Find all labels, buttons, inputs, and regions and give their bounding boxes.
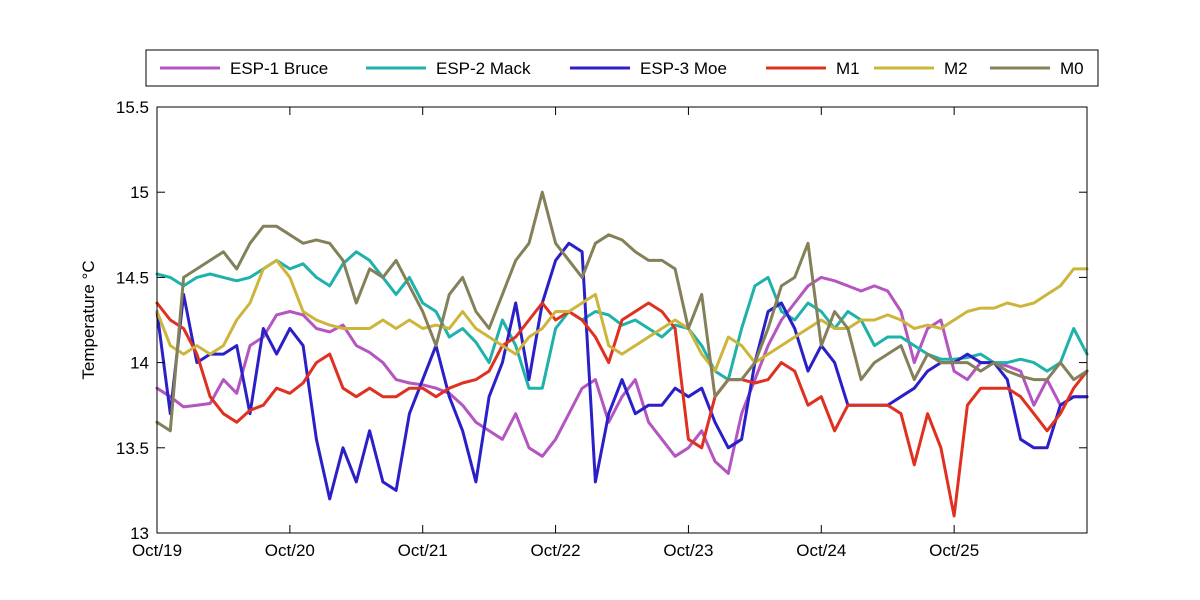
y-tick-label: 14.5 — [116, 268, 149, 287]
y-axis-label: Temperature °C — [79, 260, 98, 379]
series-line-1 — [155, 275, 1089, 475]
legend-label: ESP-2 Mack — [436, 59, 531, 78]
axis-ticks: Oct/19 Oct/20 Oct/21 Oct/22 Oct/23 Oct/24 Oct/… — [116, 98, 1087, 560]
legend-label: ESP-3 Moe — [640, 59, 727, 78]
y-tick-label: 15.5 — [116, 98, 149, 117]
series-layer — [155, 190, 1089, 518]
x-tick-label: Oct/21 — [398, 541, 448, 560]
x-tick-label: Oct/23 — [663, 541, 713, 560]
y-tick-label: 14 — [130, 354, 149, 373]
legend-label: M1 — [836, 59, 860, 78]
plot-frame — [156, 106, 1088, 534]
x-tick-label: Oct/19 — [132, 541, 182, 560]
y-tick-label: 13 — [130, 524, 149, 543]
legend-label: M0 — [1060, 59, 1084, 78]
x-tick-label: Oct/22 — [531, 541, 581, 560]
x-tick-label: Oct/24 — [796, 541, 846, 560]
y-tick-label: 15 — [130, 183, 149, 202]
x-tick-label: Oct/20 — [265, 541, 315, 560]
series-line-5 — [155, 258, 1089, 373]
series-line-4 — [155, 301, 1089, 518]
y-tick-label: 13.5 — [116, 439, 149, 458]
series-line-6 — [155, 190, 1089, 433]
series-line-3 — [155, 241, 1089, 501]
x-tick-label: Oct/25 — [929, 541, 979, 560]
legend-label: M2 — [944, 59, 968, 78]
legend: ESP-1 Bruce ESP-2 Mack ESP-3 Moe M1 M2 M0 — [145, 49, 1099, 87]
legend-label: ESP-1 Bruce — [230, 59, 328, 78]
